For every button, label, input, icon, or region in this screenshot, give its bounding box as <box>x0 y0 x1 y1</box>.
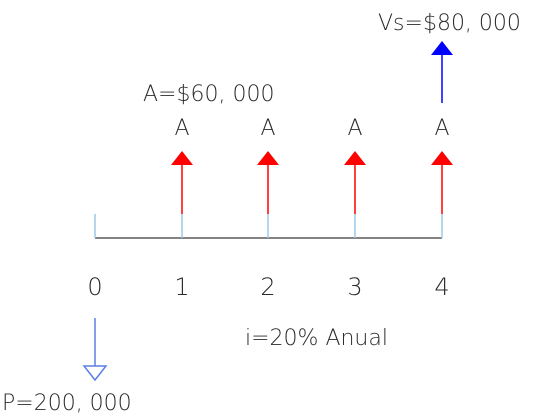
period-label-4: 4 <box>434 273 449 301</box>
period-label-2: 2 <box>260 273 275 301</box>
period-label-1: 1 <box>174 273 189 301</box>
interest-rate-label: i=20% Anual <box>245 326 388 351</box>
salvage-arrow <box>431 41 453 103</box>
annuity-label-3: A <box>347 116 362 141</box>
annuity-arrow-1 <box>171 151 193 214</box>
annuity-label-1: A <box>174 116 189 141</box>
period-label-0: 0 <box>87 273 102 301</box>
annuity-arrow-4 <box>431 151 453 214</box>
annuity-arrow-3 <box>344 151 366 214</box>
annuity-label-4: A <box>434 116 449 141</box>
annuity-value-label: A=$60, 000 <box>143 82 274 107</box>
principal-label: P=200, 000 <box>2 391 132 416</box>
annuity-label-2: A <box>260 116 275 141</box>
period-label-3: 3 <box>347 273 362 301</box>
salvage-value-label: Vs=$80, 000 <box>378 11 521 36</box>
principal-arrow <box>82 318 108 382</box>
annuity-arrow-2 <box>257 151 279 214</box>
